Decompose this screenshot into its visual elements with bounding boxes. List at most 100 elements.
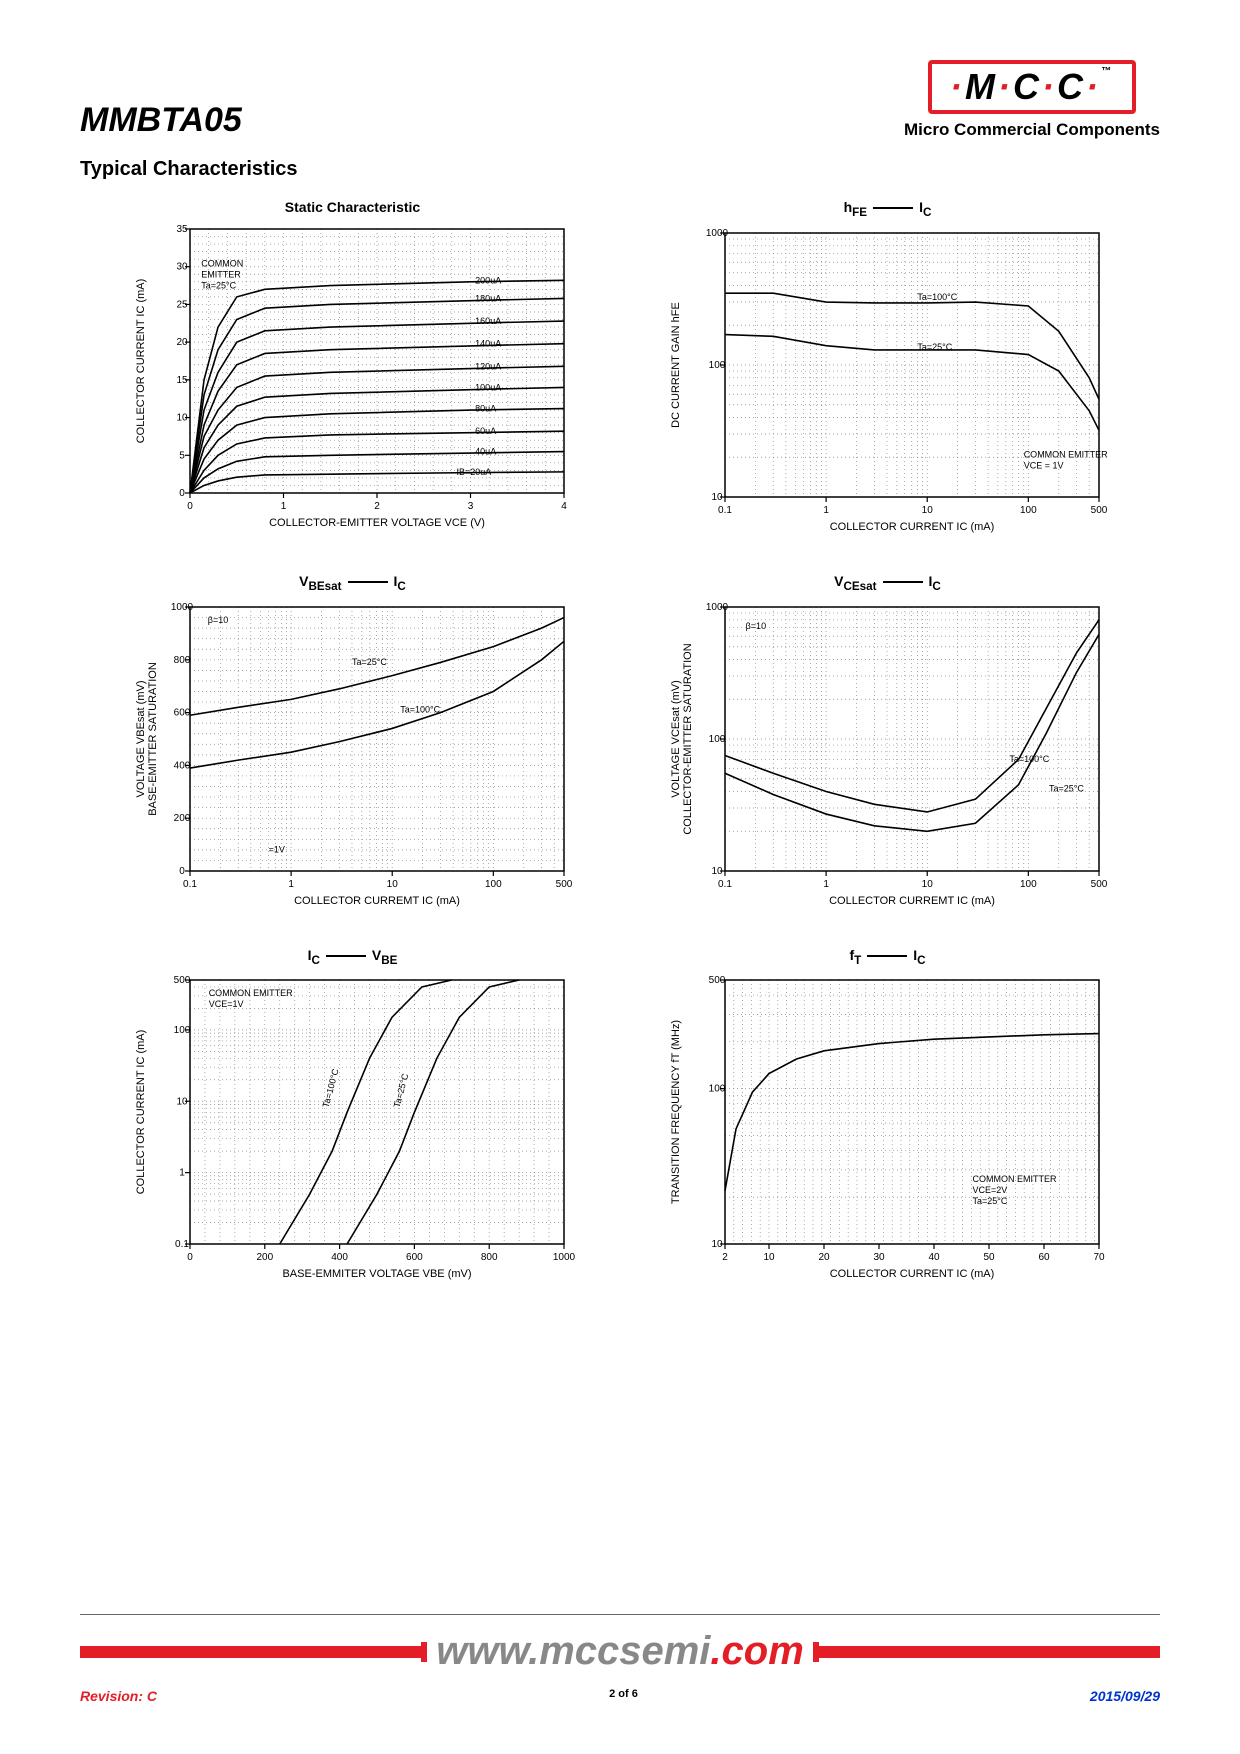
svg-text:BASE-EMITTER SATURATION: BASE-EMITTER SATURATION: [147, 662, 159, 816]
chart-svg: 0.1 1 10 100 500 10 100 1000 COLLECTOR CURRENT I…: [663, 223, 1113, 543]
section-title: Typical Characteristics: [80, 158, 1160, 181]
svg-text:1000: 1000: [705, 602, 728, 613]
svg-text:0.1: 0.1: [718, 879, 732, 890]
chart-svg: 020040060080010000.1110100500BASE-EMMITE…: [128, 970, 578, 1290]
svg-text:VOLTAGE VBEsat (mV): VOLTAGE VBEsat (mV): [135, 680, 147, 797]
svg-text:500: 500: [1090, 879, 1107, 890]
svg-text:COMMON EMITTER: COMMON EMITTER: [972, 1175, 1056, 1185]
svg-text:VCE = 1V: VCE = 1V: [1023, 460, 1063, 470]
svg-text:2: 2: [374, 501, 380, 512]
svg-text:1: 1: [288, 879, 294, 890]
svg-text:20: 20: [818, 1252, 830, 1263]
svg-text:60uA: 60uA: [475, 426, 496, 436]
svg-text:3: 3: [467, 501, 473, 512]
svg-text:100uA: 100uA: [475, 382, 501, 392]
svg-text:35: 35: [176, 224, 188, 235]
chart-title: Static Characteristic: [285, 199, 420, 215]
svg-text:10: 10: [711, 866, 723, 877]
part-number: MMBTA05: [80, 101, 242, 140]
page-footer: www.mccsemi.com Revision: C 2 of 6 2015/…: [80, 1614, 1160, 1704]
chart-svg: 0.111010050002004006008001000COLLECTOR C…: [128, 597, 578, 917]
svg-text:COLLECTOR-EMITTER VOLTAGE VC: COLLECTOR-EMITTER VOLTAGE VCE (V): [269, 517, 485, 529]
svg-text:10: 10: [176, 413, 188, 424]
svg-text:1: 1: [823, 505, 829, 516]
svg-text:Ta=100°C: Ta=100°C: [320, 1067, 340, 1109]
svg-text:1000: 1000: [552, 1252, 575, 1263]
svg-text:1: 1: [179, 1168, 185, 1179]
svg-text:1: 1: [280, 501, 286, 512]
svg-text:30: 30: [176, 262, 188, 273]
svg-text:COLLECTOR CURRENT IC (mA): COLLECTOR CURRENT IC (mA): [135, 279, 147, 444]
svg-text:400: 400: [331, 1252, 348, 1263]
svg-text:COMMON: COMMON: [201, 259, 243, 269]
footer-url: www.mccsemi.com: [436, 1629, 804, 1674]
logo-subtitle: Micro Commercial Components: [904, 120, 1160, 140]
svg-text:100: 100: [173, 1025, 190, 1036]
svg-text:70: 70: [1093, 1252, 1105, 1263]
company-logo: ·M·C·C·™ Micro Commercial Components: [904, 60, 1160, 140]
svg-text:800: 800: [480, 1252, 497, 1263]
chart-title: ICVBE: [308, 947, 398, 967]
svg-text:10: 10: [711, 492, 723, 503]
page-header: MMBTA05 ·M·C·C·™ Micro Commercial Compon…: [80, 60, 1160, 140]
chart-ic_vbe: ICVBE020040060080010000.1110100500BASE-E…: [120, 947, 585, 1291]
revision-label: Revision: C: [80, 1688, 157, 1704]
chart-svg: 21020304050607010100500COLLECTOR CURRENT…: [663, 970, 1113, 1290]
chart-svg: 0123405101520253035COLLECTOR-EMITTER VOL…: [128, 219, 578, 539]
svg-text:COLLECTOR CURRENT IC (mA): COLLECTOR CURRENT IC (mA): [135, 1030, 147, 1195]
svg-text:COLLECTOR CURRENT IC (mA): COLLECTOR CURRENT IC (mA): [829, 521, 994, 533]
svg-text:β=10: β=10: [745, 621, 765, 631]
svg-text:COMMON EMITTER: COMMON EMITTER: [1023, 449, 1107, 459]
svg-text:100: 100: [708, 360, 725, 371]
svg-text:TRANSITION FREQUENCY fT (M: TRANSITION FREQUENCY fT (MHz): [670, 1020, 682, 1204]
svg-text:200uA: 200uA: [475, 275, 501, 285]
mcc-logo-icon: ·M·C·C·™: [928, 60, 1136, 114]
svg-text:800: 800: [173, 654, 190, 665]
page-number: 2 of 6: [609, 1688, 638, 1704]
svg-text:0.1: 0.1: [183, 879, 197, 890]
svg-text:IB=20uA: IB=20uA: [456, 467, 491, 477]
svg-text:Ta=25°C: Ta=25°C: [1048, 783, 1083, 793]
svg-text:100: 100: [484, 879, 501, 890]
svg-text:Ta=100°C: Ta=100°C: [1009, 754, 1049, 764]
svg-text:100: 100: [708, 1084, 725, 1095]
svg-text:Ta=25°C: Ta=25°C: [917, 342, 952, 352]
svg-text:25: 25: [176, 299, 188, 310]
chart-vbesat: VBEsatIC0.111010050002004006008001000COL…: [120, 573, 585, 917]
svg-text:10: 10: [921, 879, 933, 890]
svg-text:500: 500: [1090, 505, 1107, 516]
svg-text:0.1: 0.1: [718, 505, 732, 516]
svg-text:30: 30: [873, 1252, 885, 1263]
svg-text:10: 10: [921, 505, 933, 516]
svg-text:40: 40: [928, 1252, 940, 1263]
chart-vcesat: VCEsatIC0.1110100500101001000COLLECTOR C…: [655, 573, 1120, 917]
svg-text:0.1: 0.1: [175, 1239, 189, 1250]
svg-text:140uA: 140uA: [475, 339, 501, 349]
svg-text:500: 500: [555, 879, 572, 890]
charts-grid: Static Characteristic0123405101520253035…: [80, 199, 1160, 1290]
footer-date: 2015/09/29: [1090, 1688, 1160, 1704]
svg-text:100: 100: [708, 734, 725, 745]
svg-text:1000: 1000: [705, 228, 728, 239]
svg-text:0: 0: [187, 1252, 193, 1263]
svg-text:VOLTAGE VCEsat (mV): VOLTAGE VCEsat (mV): [670, 680, 682, 798]
svg-text:100: 100: [1019, 505, 1036, 516]
svg-text:Ta=100°C: Ta=100°C: [400, 704, 440, 714]
svg-text:1000: 1000: [170, 602, 193, 613]
svg-text:=1V: =1V: [268, 844, 284, 854]
svg-text:Ta=100°C: Ta=100°C: [917, 292, 957, 302]
svg-text:1: 1: [823, 879, 829, 890]
svg-text:10: 10: [386, 879, 398, 890]
chart-static: Static Characteristic0123405101520253035…: [120, 199, 585, 543]
svg-text:0: 0: [187, 501, 193, 512]
svg-text:COLLECTOR CURREMT IC (mA): COLLECTOR CURREMT IC (mA): [829, 895, 995, 907]
svg-text:15: 15: [176, 375, 188, 386]
svg-text:VCE=2V: VCE=2V: [972, 1186, 1007, 1196]
svg-text:600: 600: [406, 1252, 423, 1263]
svg-text:COLLECTOR CURREMT IC (mA): COLLECTOR CURREMT IC (mA): [294, 895, 460, 907]
footer-bar-left: [80, 1646, 426, 1658]
svg-text:20: 20: [176, 337, 188, 348]
footer-bar-right: [814, 1646, 1160, 1658]
svg-text:10: 10: [763, 1252, 775, 1263]
svg-text:BASE-EMMITER VOLTAGE VBE (: BASE-EMMITER VOLTAGE VBE (mV): [282, 1268, 471, 1280]
